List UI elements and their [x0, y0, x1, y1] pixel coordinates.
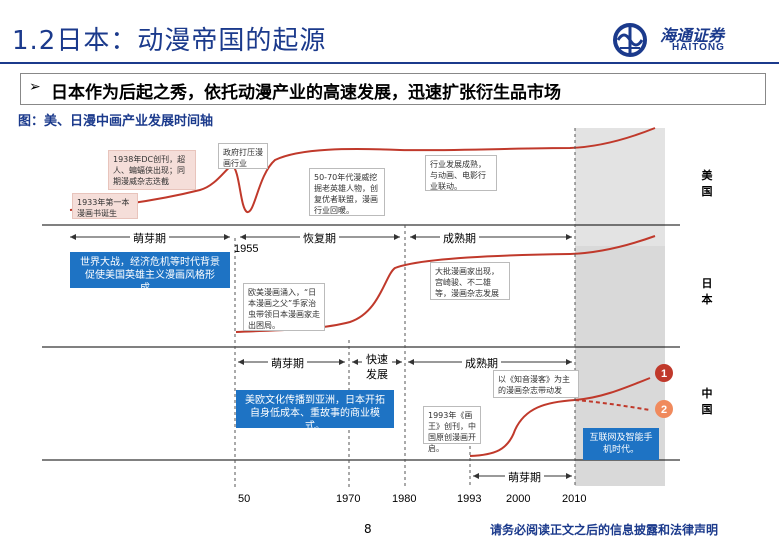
- header-rule: [0, 62, 779, 64]
- logo-english-name: HAITONG: [672, 42, 725, 53]
- marker-1-circle: [655, 364, 673, 382]
- marker-2-label: 2: [661, 404, 667, 416]
- row-label-japan: 日本: [701, 277, 713, 306]
- us-note-mature: 行业发展成熟，与动画、电影行业联动。: [425, 155, 497, 191]
- legal-disclaimer: 请务必阅读正文之后的信息披露和法律声明: [490, 523, 719, 537]
- china-development-curve: [469, 377, 651, 457]
- us-annotation-1955: 1955: [234, 243, 259, 255]
- headline-text: 日本作为后起之秀，依托动漫产业的高速发展，迅速扩张衍生品市场: [51, 83, 561, 103]
- haitong-logo: 海通证券 HAITONG: [612, 22, 762, 58]
- page-number: 8: [364, 522, 372, 536]
- us-phase-1-label: 萌芽期: [130, 230, 169, 246]
- jp-phase-2-label: 快速发展: [362, 352, 392, 382]
- us-note-dc: 1938年DC创刊，超人、蝙蝠侠出现；同期漫威杂志迭截: [108, 150, 196, 190]
- cn-context-box: 互联网及智能手机时代。: [583, 428, 659, 460]
- axis-year-1970: 1970: [336, 493, 361, 505]
- axis-year-1993: 1993: [457, 493, 482, 505]
- cn-phase-1-label: 萌芽期: [505, 469, 544, 485]
- logo-chinese-name: 海通证券: [660, 26, 725, 45]
- us-context-box: 世界大战，经济危机等时代背景促使美国英雄主义漫画风格形成。: [70, 252, 230, 294]
- us-development-curve: [69, 127, 656, 213]
- axis-year-2010: 2010: [562, 493, 587, 505]
- jp-phase-3-label: 成熟期: [462, 355, 501, 371]
- headline-arrow-icon: ➢: [29, 79, 41, 95]
- axis-year-1980: 1980: [392, 493, 417, 505]
- us-phase-3-label: 成熟期: [440, 230, 479, 246]
- cn-note-1993: 1993年《画王》创刊，中国原创漫画开启。: [423, 406, 481, 453]
- row-label-china: 中国: [701, 387, 713, 416]
- us-note-1933: 1933年第一本漫画书诞生: [72, 193, 138, 219]
- marker-1-label: 1: [661, 368, 667, 380]
- china-projection-dashed: [574, 399, 651, 411]
- us-note-suppression: 政府打压漫画行业: [218, 143, 268, 169]
- haitong-emblem-icon: [613, 23, 647, 57]
- axis-year-2000: 2000: [506, 493, 531, 505]
- axis-year-50: 50: [238, 493, 251, 505]
- us-note-marvel: 50-70年代漫威挖掘老英雄人物，创复优者联盟，漫画行业回暖。: [309, 168, 385, 216]
- headline-box: ➢ 日本作为后起之秀，依托动漫产业的高速发展，迅速扩张衍生品市场: [20, 73, 766, 105]
- page-title: 1.2日本：动漫帝国的起源: [12, 26, 327, 56]
- jp-context-box: 美欧文化传播到亚洲，日本开拓自身低成本、重故事的商业模式。: [236, 390, 394, 432]
- jp-note-tezuka: 欧美漫画涌入，“日本漫画之父”手冢治虫带领日本漫画家走出困局。: [243, 283, 325, 331]
- us-phase-2-label: 恢复期: [300, 230, 339, 246]
- marker-2-circle: [655, 400, 673, 418]
- shaded-region-us: [575, 128, 665, 246]
- jp-phase-1-label: 萌芽期: [268, 355, 307, 371]
- row-label-us: 美国: [701, 169, 713, 198]
- jp-note-mature: 大批漫画家出现，宫崎骏、不二雄等，漫画杂志发展迅猛: [430, 262, 510, 300]
- cn-note-zhiyin: 以《知音漫客》为主的漫画杂志带动发展。: [493, 370, 579, 398]
- figure-caption: 图：美、日漫中画产业发展时间轴: [18, 114, 214, 129]
